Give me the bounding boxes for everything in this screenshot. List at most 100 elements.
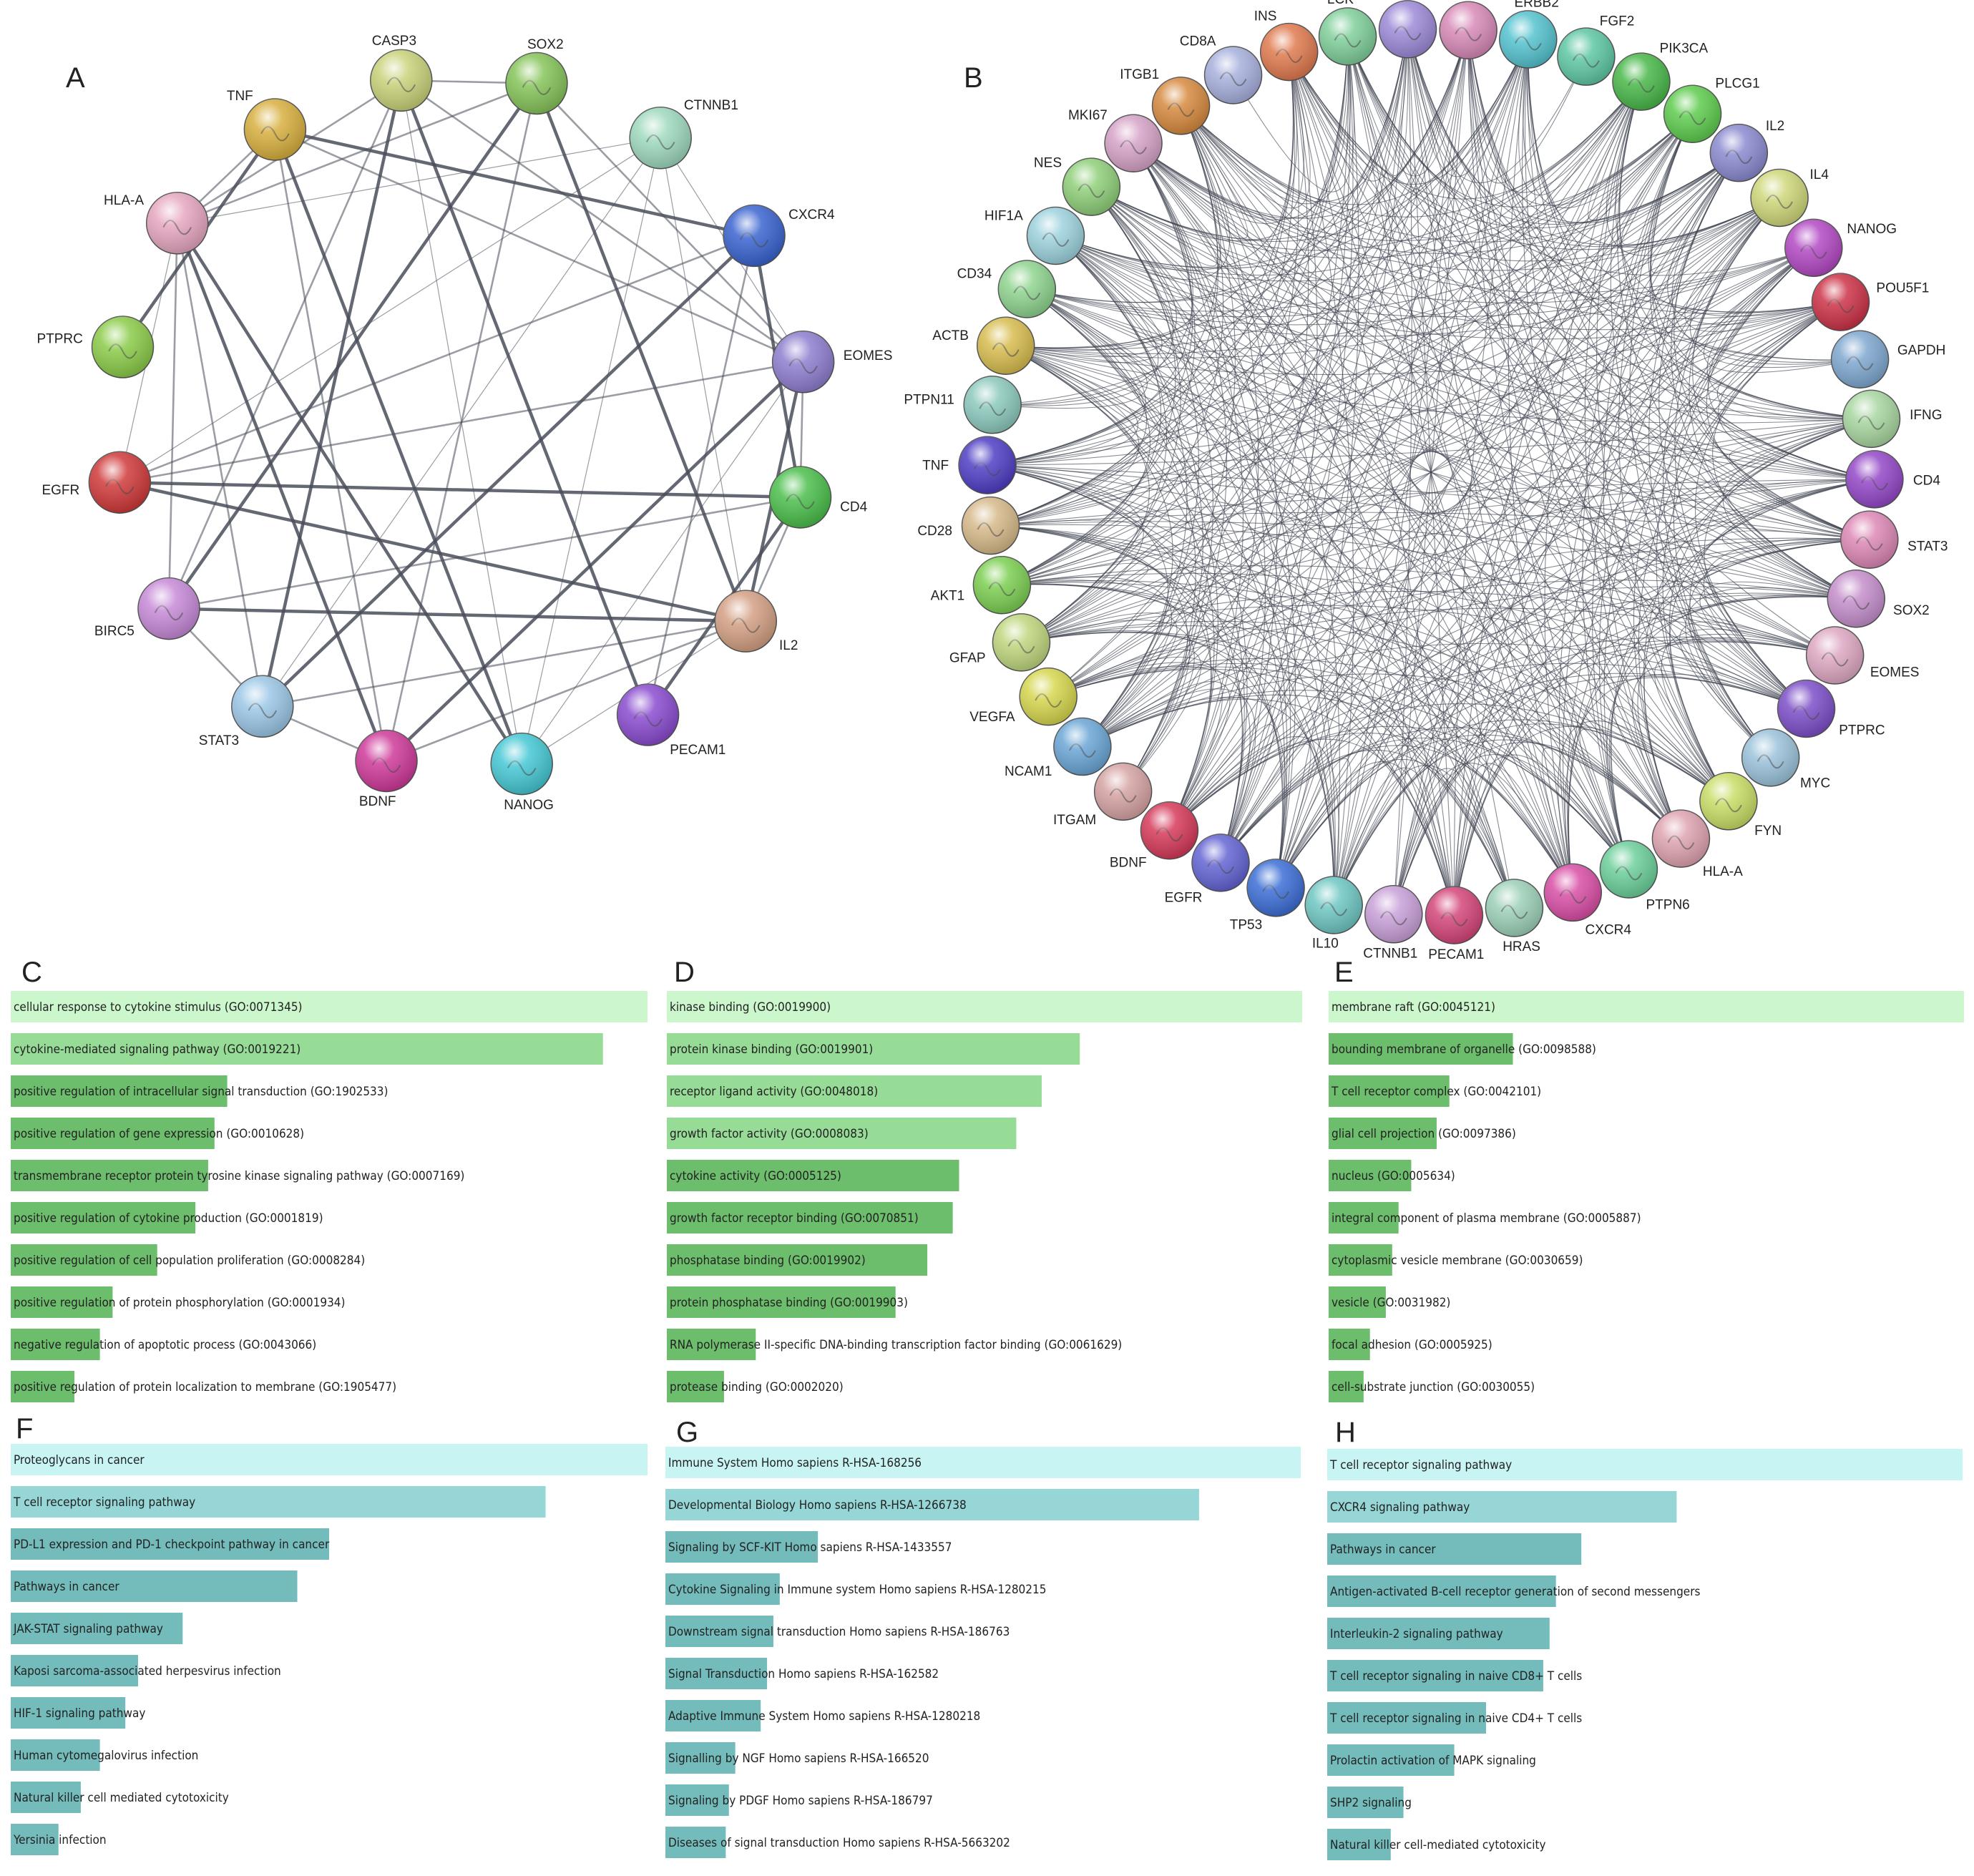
network-b-edge (990, 525, 1188, 792)
network-b-node-gloss (1053, 718, 1111, 776)
network-a-node: CD4 (768, 466, 868, 529)
network-b-edge (1027, 288, 1875, 480)
network-b-edge (1133, 142, 1875, 480)
bar (11, 1444, 648, 1475)
network-b-node: CD28 (917, 496, 1020, 555)
network-b-edge (1181, 105, 1841, 319)
bar-label: Signal Transduction Homo sapiens R-HSA-1… (668, 1667, 939, 1681)
bar-row: membrane raft (GO:0045121) (1329, 991, 1964, 1022)
network-b-edge (1090, 186, 1336, 905)
network-b-node-label: CD34 (957, 267, 992, 282)
network-b-edge (1689, 197, 1857, 600)
network-a-node-label: IL2 (779, 638, 798, 653)
bar-label: Natural killer cell-mediated cytotoxicit… (1330, 1838, 1546, 1852)
network-b-edge (1347, 36, 1573, 893)
network-a-edge (273, 129, 524, 765)
network-a-node-gloss (356, 730, 418, 792)
bar (1327, 1660, 1543, 1691)
network-b-edge (1643, 479, 1875, 839)
network-b-node-label: HRAS (1503, 939, 1540, 954)
network-b-node: BIRC5 (1439, 0, 1497, 59)
network-b-node-gloss (1784, 219, 1842, 277)
network-b-node-gloss (1499, 11, 1557, 69)
network-b-edge (1220, 197, 1780, 864)
network-b-edge (1347, 36, 1870, 540)
network-b-node-gloss (962, 497, 1020, 555)
network-b-node-label: HIF1A (984, 209, 1023, 224)
network-b-edge (1508, 39, 1573, 893)
network-b-node: INS (1254, 9, 1319, 82)
bar-label: protein kinase binding (GO:0019901) (670, 1042, 873, 1057)
bar (1327, 1491, 1677, 1523)
network-b-edge (1002, 565, 1835, 656)
network-b-node-label: PTPN11 (904, 393, 954, 408)
bar-row: Kaposi sarcoma-associated herpesvirus in… (11, 1655, 281, 1686)
network-b-edge (1220, 750, 1515, 909)
network-b-edge (1047, 29, 1409, 698)
network-b-node-label: CD4 (1913, 474, 1940, 489)
network-b-node: POU5F1 (1811, 273, 1929, 331)
network-a-node-label: CTNNB1 (684, 98, 738, 113)
network-b-edge (1220, 247, 1814, 864)
network-b-edge (1692, 197, 1870, 540)
bar-row: phosphatase binding (GO:0019902) (667, 1244, 928, 1276)
bar-label: Interleukin-2 signaling pathway (1330, 1627, 1503, 1641)
bar (1329, 1371, 1364, 1402)
bar-row: nucleus (GO:0005634) (1329, 1160, 1455, 1191)
network-b-edge (1181, 105, 1872, 419)
network-b-node: CXCR4 (1543, 863, 1632, 938)
network-b-node-gloss (1806, 627, 1864, 685)
bar (11, 1824, 59, 1855)
bar-row: cytokine-mediated signaling pathway (GO:… (11, 1033, 603, 1065)
network-b-node-label: ERBB2 (1514, 0, 1558, 10)
network-b-node: EGFR (1165, 834, 1250, 905)
bar (11, 1244, 157, 1276)
network-b-edge (1673, 247, 1814, 758)
bar-label: PD-L1 expression and PD-1 checkpoint pat… (14, 1538, 330, 1552)
bar (667, 1244, 928, 1276)
bar (667, 1286, 896, 1318)
network-b-edge (990, 525, 1629, 870)
network-b-edge (1275, 639, 1835, 889)
network-b-edge (1082, 539, 1870, 748)
network-b-node-gloss (1425, 886, 1483, 944)
bar-label: negative regulation of apoptotic process… (14, 1338, 316, 1352)
network-a-edge (168, 607, 746, 623)
network-b-node: NANOG (1784, 218, 1897, 278)
bar-panel-g: G Immune System Homo sapiens R-HSA-16825… (665, 1417, 1301, 1858)
network-b-node-gloss (1827, 570, 1885, 627)
bar (665, 1447, 1301, 1478)
bar (665, 1784, 729, 1816)
network-b-node-gloss (1260, 23, 1318, 81)
bar (11, 1486, 546, 1518)
network-b-node: PECAM1 (1425, 886, 1484, 962)
network-a-node: BDNF (355, 729, 418, 809)
bar-row: cytoplasmic vesicle membrane (GO:0030659… (1329, 1244, 1583, 1276)
bar (667, 991, 1302, 1022)
network-b-node-gloss (1710, 124, 1768, 182)
bar (1329, 1033, 1513, 1065)
bar-label: Developmental Biology Homo sapiens R-HSA… (668, 1498, 967, 1513)
network-a-node: BIRC5 (94, 577, 200, 640)
network-b-edge (1289, 52, 1455, 916)
network-b-node-label: CXCR4 (1585, 923, 1632, 938)
network-b-edge (1027, 288, 1515, 909)
network-b-edge (1133, 142, 1296, 888)
bar-label: cytokine-mediated signaling pathway (GO:… (14, 1042, 301, 1057)
network-b-edge (1090, 186, 1213, 792)
network-b-edge (992, 186, 1174, 406)
network-b-edge (1289, 52, 1354, 906)
network-b-edge (1674, 197, 1807, 709)
network-a-node-label: BIRC5 (94, 624, 135, 639)
network-b-edges (987, 29, 1875, 916)
network-b-node: EOMES (1805, 626, 1919, 685)
bar-row: transmembrane receptor protein tyrosine … (11, 1160, 464, 1191)
network-b-edge (1220, 52, 1318, 864)
network-b-edge (1055, 52, 1298, 271)
network-a-node-label: PTPRC (36, 332, 82, 347)
bar-label: Adaptive Immune System Homo sapiens R-HS… (668, 1709, 980, 1724)
network-a-edge (177, 82, 537, 225)
network-a-edge (399, 79, 650, 715)
bar-row: growth factor receptor binding (GO:00708… (667, 1202, 953, 1233)
bar (11, 1528, 329, 1560)
